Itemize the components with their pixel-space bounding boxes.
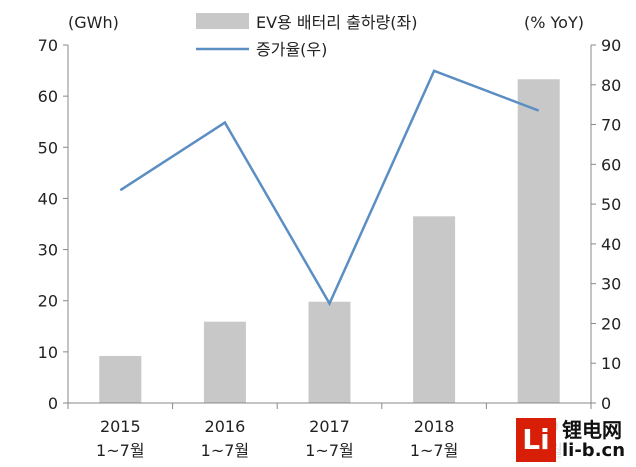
bar-2016 [203, 321, 246, 403]
right-tick-label: 40 [601, 235, 621, 254]
left-tick-label: 0 [48, 394, 58, 413]
left-tick-label: 30 [38, 241, 58, 260]
legend-bar-swatch [196, 13, 249, 29]
right-axis-ticks: 0 10 20 30 40 50 60 70 80 90 [591, 36, 621, 413]
left-axis-ticks: 0 10 20 30 40 50 60 70 [38, 36, 68, 413]
bar-2019 [517, 79, 560, 403]
right-tick-label: 30 [601, 275, 621, 294]
left-tick-label: 70 [38, 36, 58, 55]
right-tick-label: 80 [601, 76, 621, 95]
right-tick-label: 50 [601, 195, 621, 214]
x-label-period: 1~7월 [96, 441, 145, 460]
legend-line-label: 증가율(우) [256, 40, 327, 59]
right-tick-label: 0 [601, 394, 611, 413]
watermark-line2: li-b.cn [562, 440, 626, 461]
left-tick-label: 10 [38, 343, 58, 362]
x-label-year: 2016 [205, 417, 246, 436]
right-tick-label: 60 [601, 155, 621, 174]
right-tick-label: 90 [601, 36, 621, 55]
line-series [119, 69, 540, 307]
x-label-year: 2017 [309, 417, 350, 436]
x-label-year: 2018 [414, 417, 455, 436]
legend: EV용 배터리 출하량(좌) 증가율(우) [196, 13, 417, 59]
bar-2017 [308, 301, 351, 403]
left-tick-label: 40 [38, 189, 58, 208]
bar-2018 [413, 216, 456, 403]
left-tick-label: 60 [38, 87, 58, 106]
x-label-year: 2015 [100, 417, 141, 436]
legend-bar-label: EV용 배터리 출하량(좌) [256, 13, 417, 32]
right-tick-label: 10 [601, 354, 621, 373]
x-label-period: 1~7월 [201, 441, 250, 460]
left-tick-label: 50 [38, 138, 58, 157]
growth-line [119, 69, 540, 307]
watermark-line1: 锂电网 [562, 418, 622, 442]
left-axis-unit: (GWh) [68, 13, 119, 32]
bar-2015 [99, 355, 142, 403]
bar-series [99, 79, 560, 403]
left-tick-label: 20 [38, 292, 58, 311]
right-tick-label: 20 [601, 314, 621, 333]
watermark: Li 锂电网 li-b.cn [500, 412, 636, 467]
x-label-period: 1~7월 [305, 441, 354, 460]
right-axis-unit: (% YoY) [524, 13, 584, 32]
x-label-period: 1~7월 [410, 441, 459, 460]
watermark-logo: Li [516, 418, 556, 462]
right-tick-label: 70 [601, 116, 621, 135]
